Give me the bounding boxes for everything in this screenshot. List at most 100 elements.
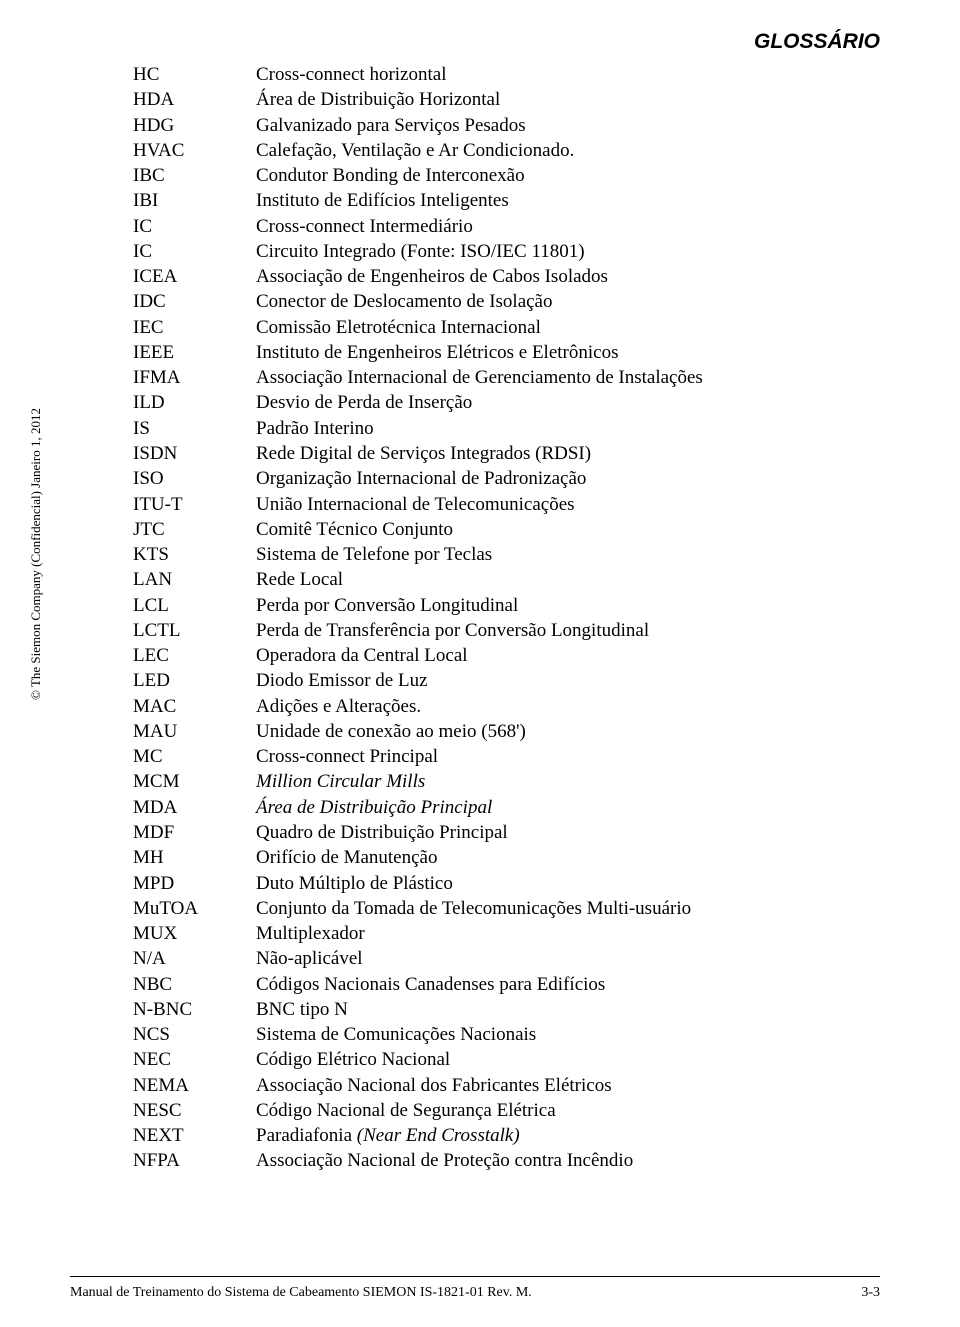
glossary-row: MCCross-connect Principal	[133, 744, 893, 769]
glossary-def: Adições e Alterações.	[256, 694, 893, 719]
glossary-abbr: NBC	[133, 972, 256, 997]
glossary-def: Cross-connect Intermediário	[256, 214, 893, 239]
glossary-row: NFPAAssociação Nacional de Proteção cont…	[133, 1148, 893, 1173]
glossary-row: N-BNCBNC tipo N	[133, 997, 893, 1022]
glossary-def: BNC tipo N	[256, 997, 893, 1022]
glossary-abbr: NFPA	[133, 1148, 256, 1173]
glossary-row: ISOOrganização Internacional de Padroniz…	[133, 466, 893, 491]
glossary-abbr: MDA	[133, 795, 256, 820]
glossary-abbr: MAC	[133, 694, 256, 719]
glossary-def: Duto Múltiplo de Plástico	[256, 871, 893, 896]
glossary-abbr: ILD	[133, 390, 256, 415]
glossary-def: Desvio de Perda de Inserção	[256, 390, 893, 415]
glossary-def: Rede Digital de Serviços Integrados (RDS…	[256, 441, 893, 466]
glossary-def: Sistema de Telefone por Teclas	[256, 542, 893, 567]
glossary-def: Condutor Bonding de Interconexão	[256, 163, 893, 188]
glossary-def: Quadro de Distribuição Principal	[256, 820, 893, 845]
glossary-abbr: IBC	[133, 163, 256, 188]
glossary-row: ICCircuito Integrado (Fonte: ISO/IEC 118…	[133, 239, 893, 264]
glossary-row: HCCross-connect horizontal	[133, 62, 893, 87]
glossary-row: ILDDesvio de Perda de Inserção	[133, 390, 893, 415]
glossary-row: MPDDuto Múltiplo de Plástico	[133, 871, 893, 896]
glossary-row: ICEAAssociação de Engenheiros de Cabos I…	[133, 264, 893, 289]
glossary-abbr: N/A	[133, 946, 256, 971]
glossary-abbr: IDC	[133, 289, 256, 314]
footer-left: Manual de Treinamento do Sistema de Cabe…	[70, 1285, 532, 1301]
glossary-abbr: NESC	[133, 1098, 256, 1123]
glossary-def: Associação Nacional dos Fabricantes Elét…	[256, 1073, 893, 1098]
glossary-def: Organização Internacional de Padronizaçã…	[256, 466, 893, 491]
glossary-abbr: HVAC	[133, 138, 256, 163]
glossary-abbr: IFMA	[133, 365, 256, 390]
glossary-abbr: IBI	[133, 188, 256, 213]
glossary-row: ISDNRede Digital de Serviços Integrados …	[133, 441, 893, 466]
glossary-abbr: NEMA	[133, 1073, 256, 1098]
glossary-abbr: ISO	[133, 466, 256, 491]
glossary-def: Associação Nacional de Proteção contra I…	[256, 1148, 893, 1173]
glossary-abbr: ICEA	[133, 264, 256, 289]
glossary-def: Cross-connect horizontal	[256, 62, 893, 87]
glossary-abbr: NEXT	[133, 1123, 256, 1148]
glossary-abbr: N-BNC	[133, 997, 256, 1022]
glossary-row: ICCross-connect Intermediário	[133, 214, 893, 239]
glossary-def: Não-aplicável	[256, 946, 893, 971]
glossary-abbr: MUX	[133, 921, 256, 946]
glossary-def: Código Elétrico Nacional	[256, 1047, 893, 1072]
glossary-abbr: JTC	[133, 517, 256, 542]
glossary-def: Perda de Transferência por Conversão Lon…	[256, 618, 893, 643]
glossary-def: Instituto de Engenheiros Elétricos e Ele…	[256, 340, 893, 365]
glossary-abbr: HDG	[133, 113, 256, 138]
glossary-abbr: LCL	[133, 593, 256, 618]
glossary-row: MAUUnidade de conexão ao meio (568')	[133, 719, 893, 744]
glossary-def: Instituto de Edifícios Inteligentes	[256, 188, 893, 213]
glossary-def: Conector de Deslocamento de Isolação	[256, 289, 893, 314]
glossary-row: NCSSistema de Comunicações Nacionais	[133, 1022, 893, 1047]
copyright-note: © The Siemon Company (Confidencial) Jane…	[28, 408, 44, 700]
glossary-def: Associação de Engenheiros de Cabos Isola…	[256, 264, 893, 289]
glossary-def: Padrão Interino	[256, 416, 893, 441]
glossary-row: MCMMillion Circular Mills	[133, 769, 893, 794]
glossary-row: LCLPerda por Conversão Longitudinal	[133, 593, 893, 618]
glossary-row: HDGGalvanizado para Serviços Pesados	[133, 113, 893, 138]
glossary-row: IECComissão Eletrotécnica Internacional	[133, 315, 893, 340]
glossary-row: MuTOAConjunto da Tomada de Telecomunicaç…	[133, 896, 893, 921]
glossary-abbr: NCS	[133, 1022, 256, 1047]
glossary-def: Galvanizado para Serviços Pesados	[256, 113, 893, 138]
glossary-abbr: LED	[133, 668, 256, 693]
glossary-abbr: MH	[133, 845, 256, 870]
glossary-abbr: LCTL	[133, 618, 256, 643]
glossary-def: Million Circular Mills	[256, 769, 893, 794]
glossary-abbr: MuTOA	[133, 896, 256, 921]
glossary-table: HCCross-connect horizontalHDAÁrea de Dis…	[133, 62, 893, 1174]
glossary-def: Sistema de Comunicações Nacionais	[256, 1022, 893, 1047]
glossary-abbr: IEEE	[133, 340, 256, 365]
glossary-def: Cross-connect Principal	[256, 744, 893, 769]
glossary-def: Calefação, Ventilação e Ar Condicionado.	[256, 138, 893, 163]
glossary-row: HDAÁrea de Distribuição Horizontal	[133, 87, 893, 112]
glossary-row: ISPadrão Interino	[133, 416, 893, 441]
glossary-row: LEDDiodo Emissor de Luz	[133, 668, 893, 693]
glossary-abbr: IC	[133, 239, 256, 264]
glossary-row: IBCCondutor Bonding de Interconexão	[133, 163, 893, 188]
glossary-row: NESCCódigo Nacional de Segurança Elétric…	[133, 1098, 893, 1123]
glossary-abbr: NEC	[133, 1047, 256, 1072]
glossary-abbr: MC	[133, 744, 256, 769]
page-footer: Manual de Treinamento do Sistema de Cabe…	[70, 1285, 880, 1301]
glossary-abbr: IC	[133, 214, 256, 239]
glossary-row: IFMAAssociação Internacional de Gerencia…	[133, 365, 893, 390]
glossary-def: Associação Internacional de Gerenciament…	[256, 365, 893, 390]
footer-right: 3-3	[861, 1285, 880, 1301]
glossary-def: Diodo Emissor de Luz	[256, 668, 893, 693]
glossary-def: Área de Distribuição Horizontal	[256, 87, 893, 112]
glossary-abbr: IS	[133, 416, 256, 441]
glossary-def: Orifício de Manutenção	[256, 845, 893, 870]
glossary-abbr: LEC	[133, 643, 256, 668]
glossary-abbr: MPD	[133, 871, 256, 896]
glossary-row: MUXMultiplexador	[133, 921, 893, 946]
glossary-abbr: ITU-T	[133, 492, 256, 517]
glossary-row: IEEEInstituto de Engenheiros Elétricos e…	[133, 340, 893, 365]
glossary-row: LECOperadora da Central Local	[133, 643, 893, 668]
glossary-row: KTSSistema de Telefone por Teclas	[133, 542, 893, 567]
glossary-abbr: MAU	[133, 719, 256, 744]
glossary-row: ITU-TUnião Internacional de Telecomunica…	[133, 492, 893, 517]
